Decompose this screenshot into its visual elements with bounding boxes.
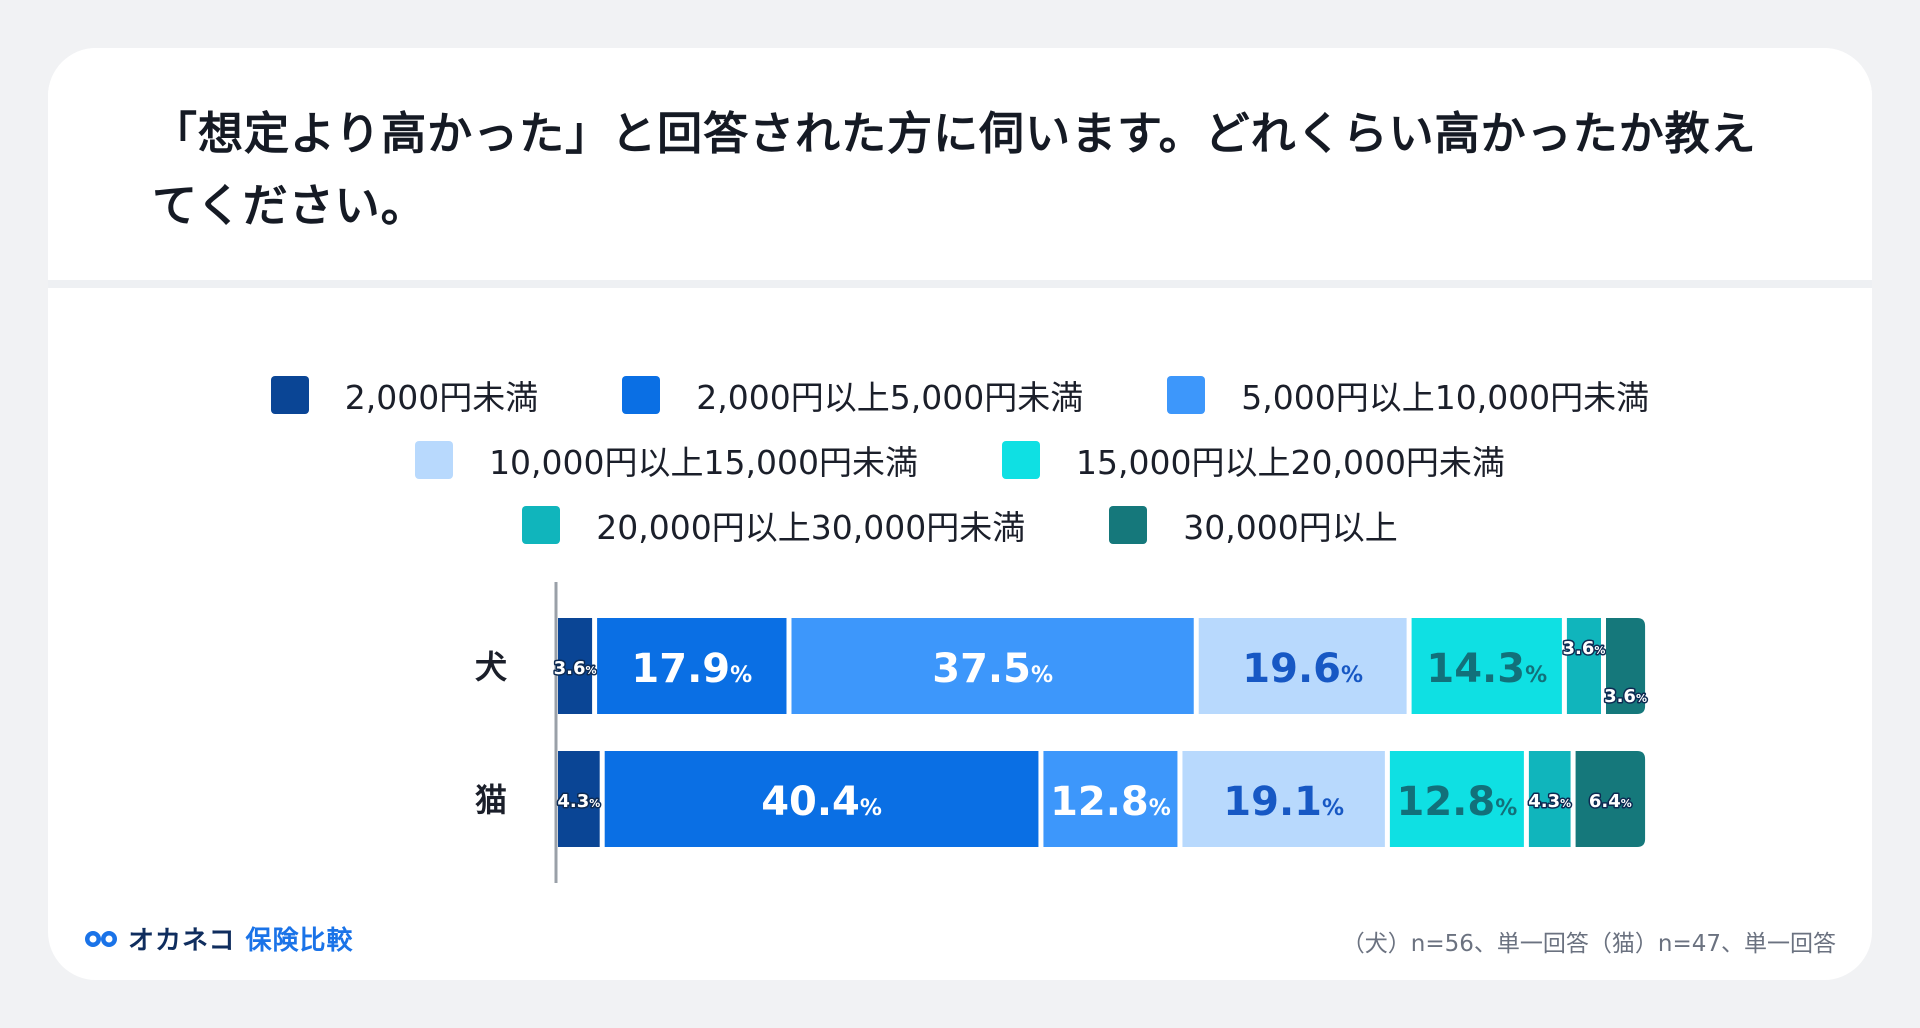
bar-segment: [1605, 618, 1646, 714]
bar-value-label: 4.3%: [1528, 791, 1571, 812]
bar-segment: [1411, 618, 1562, 714]
legend-label: 15,000円以上20,000円未満: [1076, 443, 1505, 482]
divider: [48, 280, 1872, 288]
bar-value-label: 14.3%: [1426, 646, 1547, 692]
bar-segment: [558, 751, 600, 847]
bar-segment: [604, 751, 1039, 847]
bar-segment: [558, 618, 593, 714]
bar-segment: [1198, 618, 1407, 714]
bar-value-label: 17.9%: [631, 646, 752, 692]
bar-value-label: 12.8%: [1397, 779, 1518, 825]
legend-swatch: [1109, 506, 1148, 544]
legend-swatch: [622, 376, 661, 414]
bar-value-label: 12.8%: [1050, 779, 1171, 825]
legend-item: 5,000円以上10,000円未満: [1167, 371, 1649, 419]
brand-mark-icon: [85, 930, 117, 947]
legend-item: 30,000円以上: [1109, 501, 1398, 549]
bar-segment: [1043, 751, 1178, 847]
brand-name: オカネコ: [128, 926, 236, 956]
legend-item: 10,000円以上15,000円未満: [415, 436, 918, 484]
bar-value-label: 37.5%: [932, 646, 1053, 692]
legend-label: 2,000円以上5,000円未満: [696, 378, 1084, 417]
chart-title: 「想定より高かった」と回答された方に伺います。どれくらい高かったか教えてください…: [152, 107, 1757, 232]
legend-row-1: 2,000円未満 2,000円以上5,000円未満 5,000円以上10,000…: [48, 370, 1872, 420]
bar-segment: [1566, 618, 1601, 714]
legend-item: 2,000円以上5,000円未満: [622, 371, 1083, 419]
bar-segment: [1182, 751, 1385, 847]
legend-label: 10,000円以上15,000円未満: [489, 443, 918, 482]
legend-label: 5,000円以上10,000円未満: [1241, 378, 1650, 417]
brand-logo: オカネコ 保険比較: [84, 920, 354, 957]
bar-segment: [1389, 751, 1524, 847]
bar-value-label: 6.4%: [1589, 791, 1632, 812]
bar-value-label: 3.6%: [1604, 686, 1647, 707]
legend-swatch: [415, 441, 454, 479]
brand-subname: 保険比較: [245, 926, 354, 956]
bar-segment: [1575, 751, 1646, 847]
legend-item: 2,000円未満: [270, 371, 539, 419]
legend-swatch: [270, 376, 309, 414]
legend-item: 20,000円以上30,000円未満: [522, 501, 1025, 549]
legend-swatch: [1167, 376, 1206, 414]
legend-row-3: 20,000円以上30,000円未満 30,000円以上: [48, 500, 1872, 550]
legend-row-2: 10,000円以上15,000円未満 15,000円以上20,000円未満: [48, 435, 1872, 485]
title-area: 「想定より高かった」と回答された方に伺います。どれくらい高かったか教えてください…: [48, 48, 1872, 280]
category-label: 猫: [475, 781, 507, 819]
sample-size-note: （犬）n=56、単一回答（猫）n=47、単一回答: [1341, 931, 1836, 957]
bar-value-label: 3.6%: [554, 658, 597, 679]
legend-label: 2,000円未満: [344, 378, 539, 417]
chart-card: 「想定より高かった」と回答された方に伺います。どれくらい高かったか教えてください…: [48, 48, 1872, 980]
category-label: 犬: [475, 648, 507, 686]
stacked-bar-chart: 犬 3.6% 17.9% 37.5% 19.6% 14.3% 3.6% 3.6% 猫 4.3% 40…: [475, 582, 1648, 883]
bar-value-label: 19.1%: [1223, 779, 1344, 825]
bar-value-label: 40.4%: [761, 779, 882, 825]
legend-item: 15,000円以上20,000円未満: [1002, 436, 1505, 484]
bar-segment: [597, 618, 787, 714]
legend-label: 30,000円以上: [1183, 508, 1398, 547]
bar-segment: [791, 618, 1194, 714]
legend-label: 20,000円以上30,000円未満: [596, 508, 1026, 547]
bar-value-label: 19.6%: [1242, 646, 1363, 692]
bar-segment: [1528, 751, 1571, 847]
legend-swatch: [522, 506, 561, 544]
bar-value-label: 3.6%: [1562, 638, 1605, 659]
legend-swatch: [1002, 441, 1040, 479]
bar-value-label: 4.3%: [557, 791, 600, 812]
